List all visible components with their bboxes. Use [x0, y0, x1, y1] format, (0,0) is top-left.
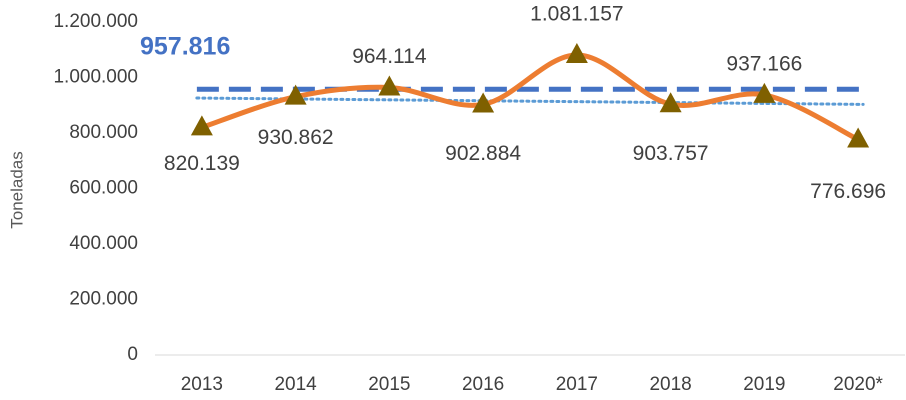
line: [201, 52, 860, 142]
y-tick-label: 1.000.000: [53, 67, 138, 88]
marker: [472, 92, 495, 113]
x-tick-label: 2017: [556, 374, 598, 395]
x-tick-label: 2015: [368, 374, 410, 395]
x-tick-label: 2016: [462, 374, 504, 395]
x-tick-label: 2020*: [833, 374, 883, 395]
x-tick-label: 2013: [181, 374, 223, 395]
x-tick-label: 2019: [743, 374, 785, 395]
y-tick-label: 400.000: [69, 233, 138, 254]
value-label: 776.696: [810, 180, 886, 203]
marker: [753, 82, 776, 103]
value-label: 820.139: [164, 152, 240, 175]
marker: [378, 75, 401, 96]
x-tick-label: 2018: [649, 374, 691, 395]
value-label: 964.114: [352, 45, 427, 68]
marker: [847, 127, 870, 148]
value-label: 1.081.157: [530, 3, 623, 26]
x-tick-label: 2014: [274, 374, 317, 395]
marker: [659, 92, 682, 113]
marker: [190, 115, 213, 136]
y-axis-label: Toneladas: [7, 151, 26, 229]
y-tick-label: 200.000: [69, 289, 138, 310]
marker: [284, 84, 307, 105]
value-label: 903.757: [633, 142, 709, 165]
value-label: 937.166: [726, 52, 802, 75]
y-tick-label: 0: [127, 344, 138, 365]
y-tick-label: 600.000: [69, 178, 138, 199]
y-tick-label: 800.000: [69, 122, 138, 143]
value-label: 902.884: [445, 142, 521, 165]
average-label: 957.816: [140, 33, 230, 61]
marker: [565, 42, 588, 63]
y-tick-label: 1.200.000: [53, 11, 138, 32]
value-label: 930.862: [258, 126, 334, 149]
trendline: [195, 96, 865, 106]
